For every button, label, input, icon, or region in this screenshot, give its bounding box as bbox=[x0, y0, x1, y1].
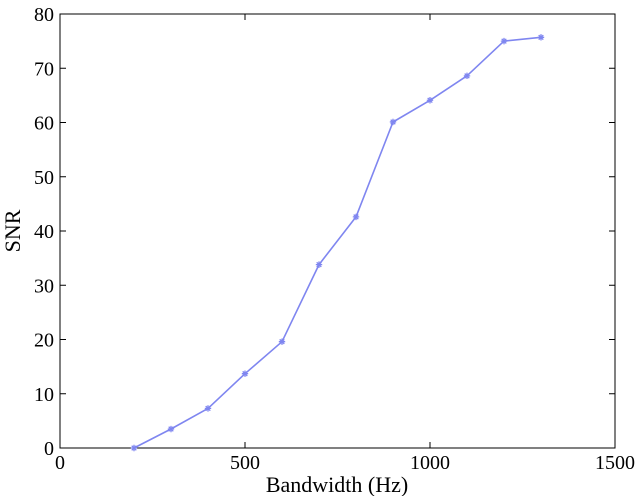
y-tick-label-4: 40 bbox=[34, 221, 54, 243]
axis-ticks bbox=[59, 13, 616, 449]
star-marker bbox=[204, 405, 212, 412]
data-point-0 bbox=[130, 444, 138, 452]
y-tick-label-6: 60 bbox=[34, 113, 54, 135]
data-point-7 bbox=[389, 118, 397, 126]
data-point-5 bbox=[315, 261, 323, 268]
x-tick-label-3: 1500 bbox=[595, 452, 635, 474]
star-marker bbox=[500, 37, 508, 45]
star-marker bbox=[352, 213, 360, 221]
data-point-11 bbox=[537, 34, 545, 41]
star-marker bbox=[315, 261, 323, 268]
star-marker bbox=[426, 97, 434, 104]
data-point-4 bbox=[278, 338, 286, 345]
y-tick-label-2: 20 bbox=[34, 330, 54, 352]
star-marker bbox=[463, 72, 471, 80]
series-layer bbox=[130, 34, 545, 452]
x-tick-label-1: 500 bbox=[230, 452, 260, 474]
y-tick-label-7: 70 bbox=[34, 58, 54, 80]
data-point-8 bbox=[426, 97, 434, 104]
y-tick-label-3: 30 bbox=[34, 275, 54, 297]
data-point-9 bbox=[463, 72, 471, 80]
series-line-0 bbox=[133, 36, 542, 449]
star-marker bbox=[389, 118, 397, 126]
x-tick-label-0: 0 bbox=[55, 452, 65, 474]
data-point-2 bbox=[204, 405, 212, 412]
axis-tick-labels: 0 500 1000 1500 0 10 20 30 40 50 60 70 80 bbox=[34, 4, 635, 474]
y-tick-label-5: 50 bbox=[34, 167, 54, 189]
x-axis-label: Bandwidth (Hz) bbox=[266, 472, 408, 496]
data-point-3 bbox=[241, 370, 249, 377]
y-tick-label-0: 0 bbox=[44, 438, 54, 460]
star-marker bbox=[167, 425, 175, 433]
data-point-10 bbox=[500, 37, 508, 45]
star-marker bbox=[241, 370, 249, 377]
data-point-6 bbox=[352, 213, 360, 221]
y-axis-label: SNR bbox=[0, 209, 25, 252]
y-tick-label-1: 10 bbox=[34, 384, 54, 406]
y-tick-label-8: 80 bbox=[34, 4, 54, 26]
star-marker bbox=[278, 338, 286, 345]
x-tick-label-2: 1000 bbox=[410, 452, 450, 474]
data-point-1 bbox=[167, 425, 175, 433]
plot-area bbox=[59, 13, 616, 449]
star-marker bbox=[130, 444, 138, 452]
star-marker bbox=[537, 34, 545, 41]
